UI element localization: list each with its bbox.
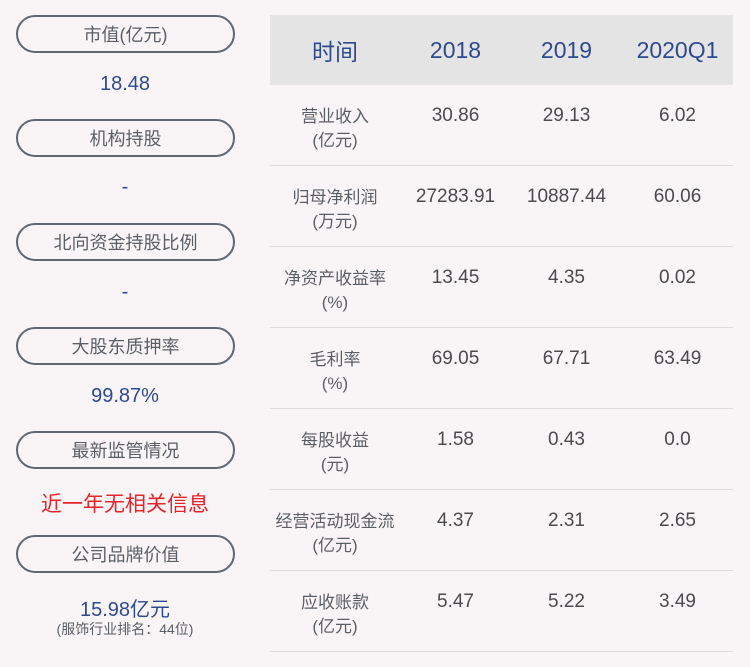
row-label: 毛利率 (%) <box>270 328 400 408</box>
metric-unit: (%) <box>321 293 349 312</box>
table-row: 净资产收益率 (%) 13.45 4.35 0.02 <box>270 247 733 328</box>
metric-unit: (元) <box>320 455 350 474</box>
label-brand-value: 公司品牌价值 <box>16 535 235 573</box>
label-text: 最新监管情况 <box>71 441 180 461</box>
cell-value: 5.47 <box>437 591 474 612</box>
label-text: 大股东质押率 <box>71 337 180 357</box>
label-text: 公司品牌价值 <box>71 545 180 565</box>
cell-value: 30.86 <box>431 105 480 126</box>
metric-unit: (%) <box>321 374 349 393</box>
cell-value: 29.13 <box>542 105 591 126</box>
cell-value: 60.06 <box>653 186 702 207</box>
metric-unit: (亿元) <box>312 617 358 636</box>
metric-name: 净资产收益率 <box>284 269 386 288</box>
table-row: 归母净利润 (万元) 27283.91 10887.44 60.06 <box>270 166 733 247</box>
row-label: 应收账款 (亿元) <box>270 571 400 651</box>
table-row: 应收账款 (亿元) 5.47 5.22 3.49 <box>270 571 733 652</box>
cell-value: 13.45 <box>431 267 480 288</box>
cell-value: 2.31 <box>548 510 585 531</box>
header-2020q1: 2020Q1 <box>636 36 719 63</box>
value-brand-value: 15.98亿元 <box>79 599 171 621</box>
metric-name: 归母净利润 <box>292 188 378 207</box>
cell-value: 1.58 <box>437 429 474 450</box>
label-northbound-ratio: 北向资金持股比例 <box>16 223 235 261</box>
cell-value: 6.02 <box>659 105 696 126</box>
metric-unit: (万元) <box>312 212 358 231</box>
label-market-cap: 市值(亿元) <box>16 15 235 53</box>
metric-name: 每股收益 <box>301 431 369 450</box>
header-2019: 2019 <box>540 36 593 63</box>
label-text: 北向资金持股比例 <box>53 233 198 253</box>
cell-value: 63.49 <box>653 348 702 369</box>
cell-value: 4.35 <box>548 267 585 288</box>
table-row: 营业收入 (亿元) 30.86 29.13 6.02 <box>270 85 733 166</box>
row-label: 净资产收益率 (%) <box>270 247 400 327</box>
cell-value: 2.65 <box>659 510 696 531</box>
financial-table: 时间 2018 2019 2020Q1 营业收入 (亿元) 30.86 29.13 6.… <box>270 15 733 652</box>
label-pledge-ratio: 大股东质押率 <box>16 327 235 365</box>
cell-value: 0.02 <box>659 267 696 288</box>
label-text: 市值(亿元) <box>83 25 168 45</box>
table-row: 每股收益 (元) 1.58 0.43 0.0 <box>270 409 733 490</box>
table-header: 时间 2018 2019 2020Q1 <box>270 15 733 85</box>
cell-value: 0.43 <box>548 429 585 450</box>
metric-name: 毛利率 <box>309 350 361 369</box>
table-row: 毛利率 (%) 69.05 67.71 63.49 <box>270 328 733 409</box>
value-institutional-holding: - <box>121 176 129 198</box>
table-row: 经营活动现金流 (亿元) 4.37 2.31 2.65 <box>270 490 733 571</box>
metric-unit: (亿元) <box>312 131 358 150</box>
cell-value: 69.05 <box>431 348 480 369</box>
cell-value: 27283.91 <box>415 186 496 207</box>
value-market-cap: 18.48 <box>99 73 151 95</box>
row-label: 每股收益 (元) <box>270 409 400 489</box>
value-regulatory-status: 近一年无相关信息 <box>41 493 209 516</box>
cell-value: 4.37 <box>437 510 474 531</box>
cell-value: 10887.44 <box>526 186 607 207</box>
value-northbound-ratio: - <box>121 281 129 303</box>
brand-rank-note: (服饰行业排名：44位) <box>56 621 194 637</box>
cell-value: 67.71 <box>542 348 591 369</box>
label-institutional-holding: 机构持股 <box>16 119 235 157</box>
metric-name: 经营活动现金流 <box>275 512 395 531</box>
metric-unit: (亿元) <box>312 536 358 555</box>
row-label: 归母净利润 (万元) <box>270 166 400 246</box>
label-regulatory-status: 最新监管情况 <box>16 431 235 469</box>
cell-value: 3.49 <box>659 591 696 612</box>
label-text: 机构持股 <box>89 129 162 149</box>
metric-name: 营业收入 <box>301 107 369 126</box>
cell-value: 5.22 <box>548 591 585 612</box>
row-label: 营业收入 (亿元) <box>270 85 400 165</box>
header-time: 时间 <box>312 39 358 65</box>
value-pledge-ratio: 99.87% <box>91 385 159 407</box>
header-2018: 2018 <box>429 36 482 63</box>
cell-value: 0.0 <box>664 429 691 450</box>
row-label: 经营活动现金流 (亿元) <box>270 490 400 570</box>
metric-name: 应收账款 <box>301 593 369 612</box>
